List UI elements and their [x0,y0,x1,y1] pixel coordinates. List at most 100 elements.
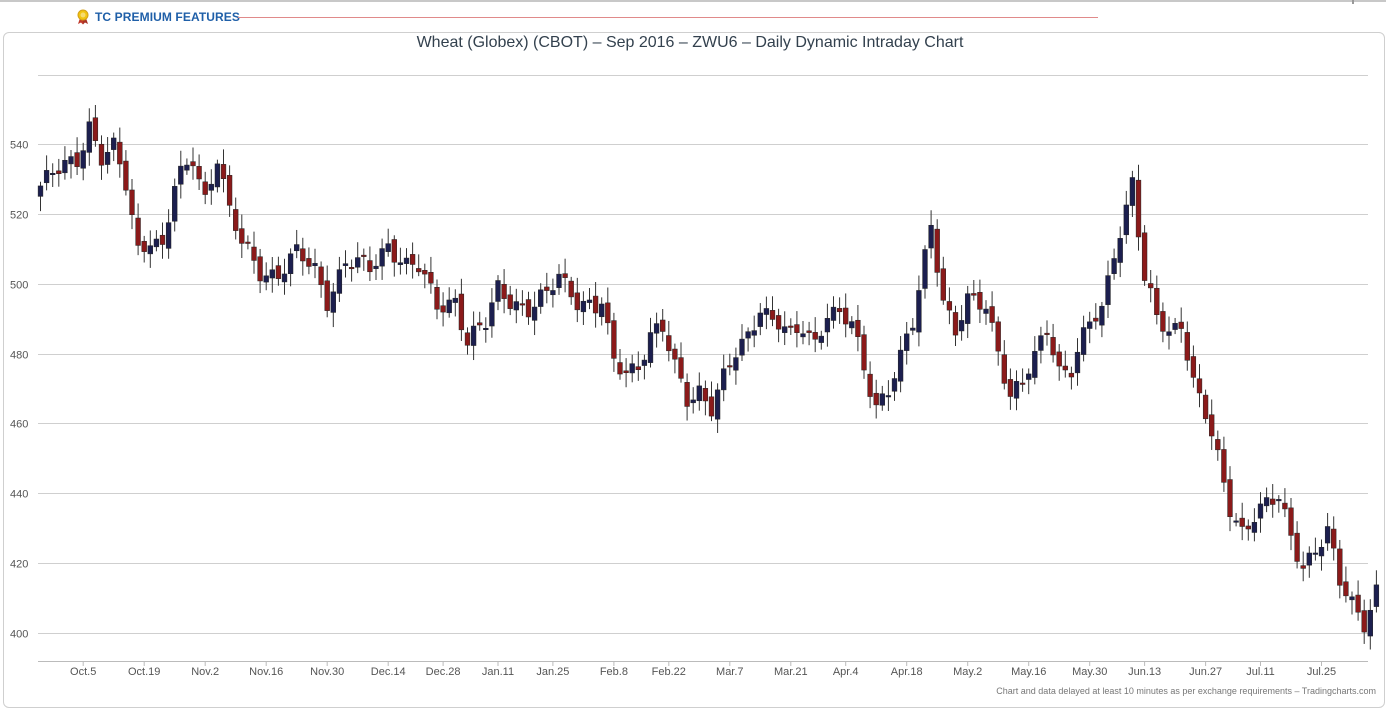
candle-body [806,330,812,333]
candle-body [434,287,440,310]
candle [745,327,751,352]
candle-body [666,335,672,352]
candle [245,235,251,250]
candle [1196,364,1203,408]
candle-body [1239,517,1245,527]
x-tick-label: Mar.21 [774,666,808,678]
y-tick-label: 420 [10,559,28,571]
candle [952,305,959,346]
candle [98,135,105,180]
candle [117,127,123,178]
candle-body [1019,382,1026,385]
candle [1221,436,1227,492]
candle [623,358,629,388]
candle [971,279,977,301]
candle [1148,270,1154,303]
candle-body [1129,177,1136,206]
candle-body [501,284,507,299]
candle-body [263,275,269,283]
candle [1373,570,1380,613]
candle [897,336,904,393]
candle [300,237,306,276]
candle-body [1367,609,1373,637]
candle-body [452,297,458,303]
candle-body [397,262,404,265]
candle-body [1013,381,1020,399]
candle [68,149,74,179]
candle [867,361,873,409]
candle [214,159,221,193]
candle [452,289,458,317]
candle [1318,539,1325,571]
candle-body [928,224,934,249]
candle-body [373,265,379,269]
candle-body [80,150,86,169]
candle-body [470,325,477,346]
candle-body [287,253,294,274]
candle [861,325,867,379]
candle-body [50,172,56,175]
candle-body [1361,610,1367,633]
candle [562,258,568,293]
candle [525,291,532,325]
candle-body [348,267,355,270]
candle [629,354,635,383]
candle-body [946,301,953,311]
candle [873,379,879,419]
candle [391,235,397,277]
candle-body [940,268,946,301]
candle-body [1209,414,1215,437]
candle [568,276,574,305]
candle-body [489,302,495,327]
candle [330,282,336,328]
candle [1178,307,1184,343]
candle [879,385,885,411]
candle-body [172,186,178,222]
candle-body [43,170,50,184]
candle [977,279,983,324]
candle-body [1154,287,1160,315]
candle [477,311,483,331]
candle-body [843,307,849,325]
candle [1111,248,1117,280]
candle [342,250,349,278]
candle [129,179,135,230]
candle [1154,275,1160,325]
candle [995,316,1001,366]
x-tick-label: Feb.8 [600,666,628,678]
candle [80,142,86,181]
candle-body [1355,594,1361,613]
candle-body [184,164,190,171]
candle [721,354,727,402]
candle-body [653,323,660,334]
candle-body [318,266,324,286]
candle [965,285,971,339]
candle [806,321,812,346]
candle-body [538,289,544,307]
candle [501,269,507,314]
candle-body [763,308,770,315]
candle [294,229,300,259]
candle [1166,316,1172,350]
candle [1349,591,1355,615]
candle [1013,370,1020,411]
candle [1056,344,1062,381]
candle [782,311,788,346]
candle-body [1312,552,1319,555]
candle [62,146,68,180]
candle-body [324,280,330,311]
candle [1038,326,1044,364]
x-tick-label: Jan.25 [536,666,569,678]
candle-body [1099,305,1105,326]
candle [513,288,519,324]
premium-features-link[interactable]: TC PREMIUM FEATURES [76,8,240,26]
candle [550,278,556,308]
candle-body [403,257,410,264]
candle-body [495,280,501,302]
candle [184,158,190,175]
candle [891,371,898,401]
candle [446,287,452,318]
candle-body [104,152,111,165]
candle-body [672,348,678,360]
candle [165,209,172,259]
